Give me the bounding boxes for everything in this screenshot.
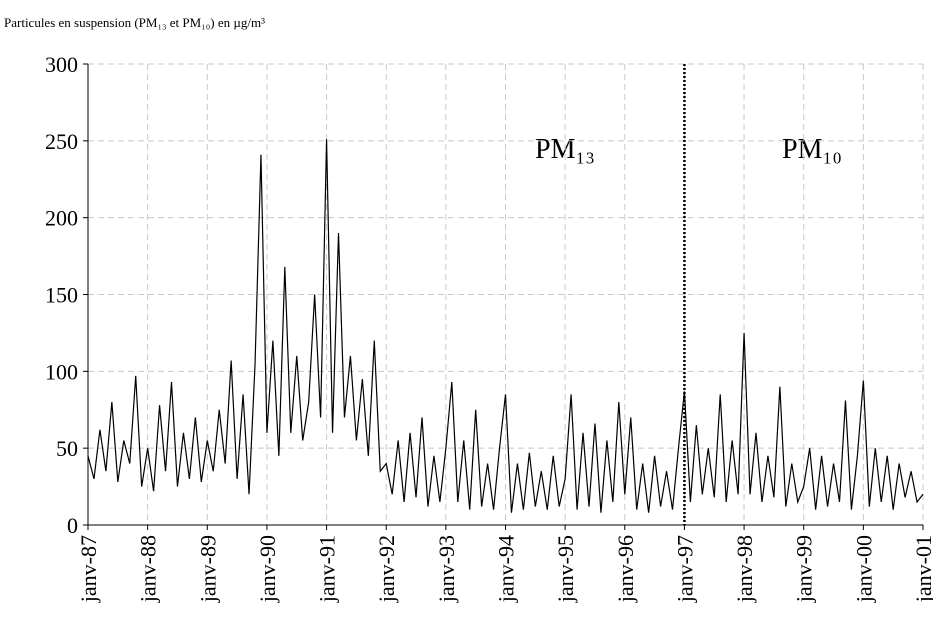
x-tick-label: janv-01 <box>911 535 933 603</box>
y-tick-label: 250 <box>45 129 78 154</box>
x-tick-label: janv-90 <box>255 535 280 603</box>
y-tick-label: 200 <box>45 206 78 231</box>
y-tick-label: 100 <box>45 359 78 384</box>
y-tick-label: 0 <box>67 513 78 538</box>
x-tick-label: janv-98 <box>732 535 757 603</box>
x-tick-label: janv-96 <box>613 535 638 603</box>
y-tick-label: 300 <box>45 52 78 77</box>
x-tick-label: janv-95 <box>553 535 578 603</box>
x-tick-label: janv-91 <box>315 535 340 603</box>
x-tick-label: janv-87 <box>76 535 101 603</box>
annotation: PM₁₀ <box>782 134 842 165</box>
x-tick-label: janv-94 <box>494 535 519 603</box>
y-tick-label: 150 <box>45 283 78 308</box>
x-tick-label: janv-99 <box>792 535 817 603</box>
x-tick-label: janv-89 <box>195 535 220 603</box>
x-tick-label: janv-00 <box>851 535 876 603</box>
x-tick-label: janv-93 <box>434 535 459 603</box>
chart-title: Particules en suspension (PM₁₃ et PM₁₀) … <box>4 15 265 30</box>
x-tick-label: janv-97 <box>672 535 697 603</box>
x-tick-label: janv-92 <box>374 535 399 603</box>
data-line <box>87 139 924 513</box>
y-tick-label: 50 <box>56 436 78 461</box>
x-tick-label: janv-88 <box>136 535 161 603</box>
